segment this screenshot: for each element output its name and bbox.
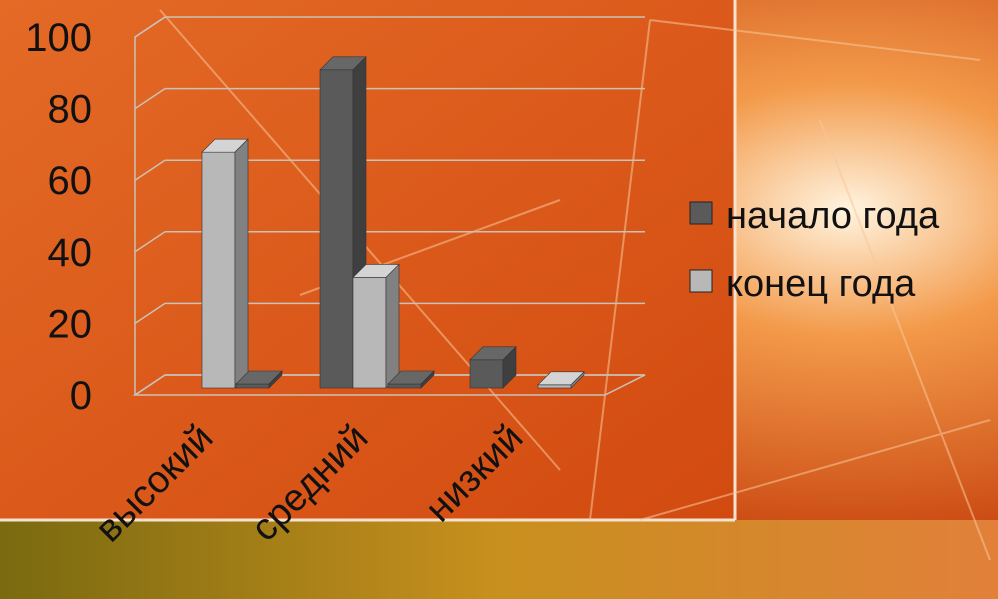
- bar-front: [201, 151, 236, 389]
- legend-label: начало года: [726, 195, 940, 237]
- bar-side: [570, 371, 585, 389]
- bar-front: [537, 384, 572, 389]
- y-tick-label: 100: [25, 16, 92, 60]
- y-axis-tick-labels: 0 20 40 60 80 100: [25, 16, 92, 418]
- bar-side: [385, 263, 400, 389]
- left-wall-edge: [134, 16, 166, 395]
- bar-front: [319, 69, 354, 389]
- bar-side: [268, 370, 283, 389]
- gridline-diagonal: [134, 16, 166, 38]
- x-category-label: средний: [243, 417, 376, 550]
- x-category-label: низкий: [418, 417, 532, 531]
- background-bottom-band: [0, 520, 998, 599]
- y-tick-label: 40: [48, 231, 93, 275]
- bar-front: [235, 383, 270, 389]
- bar-front: [387, 383, 422, 389]
- bar-front: [352, 277, 387, 389]
- x-axis-category-labels: высокий средний низкий: [88, 417, 532, 551]
- bar-side: [502, 346, 517, 389]
- bars: [201, 56, 585, 389]
- gridline-diagonal: [134, 231, 166, 253]
- y-tick-label: 80: [48, 88, 93, 132]
- y-tick-label: 20: [48, 302, 93, 346]
- gridline-diagonal: [134, 159, 166, 181]
- y-tick-label: 0: [70, 374, 92, 418]
- bar-side: [420, 370, 435, 389]
- legend: начало года конец года: [689, 195, 940, 305]
- gridline-diagonal: [134, 87, 166, 110]
- legend-swatch: [689, 201, 713, 225]
- y-tick-label: 60: [48, 159, 93, 203]
- x-category-label: высокий: [88, 417, 222, 551]
- bar-front: [469, 359, 504, 389]
- gridline-diagonal: [134, 302, 166, 325]
- decorative-lines: [159, 9, 991, 561]
- legend-label: конец года: [726, 263, 916, 305]
- gridline-diagonal: [134, 374, 166, 396]
- chart-panel: [0, 0, 735, 520]
- bar-side: [234, 138, 249, 389]
- legend-swatch: [689, 269, 713, 293]
